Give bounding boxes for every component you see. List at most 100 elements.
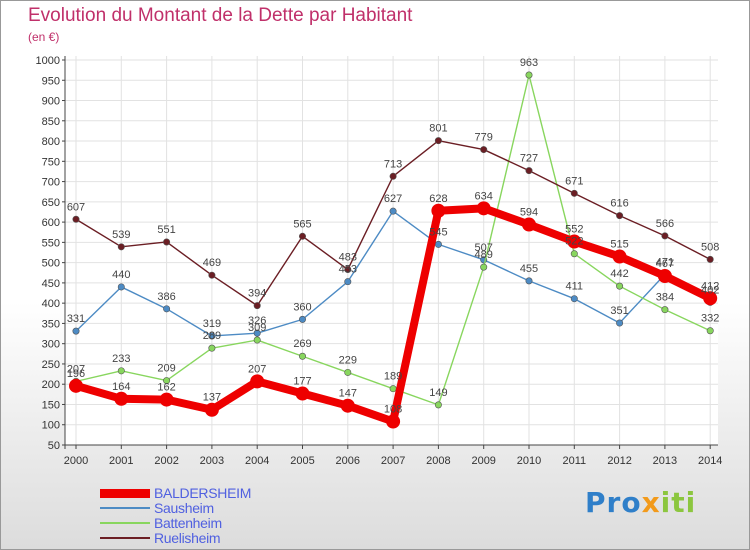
data-label-sausheim: 402 bbox=[701, 284, 719, 296]
data-label-battenheim: 269 bbox=[293, 338, 311, 350]
data-point-sausheim bbox=[163, 305, 171, 313]
y-tick-label: 200 bbox=[42, 379, 60, 391]
legend-label: Battenheim bbox=[154, 515, 222, 531]
data-label-ruelisheim: 565 bbox=[293, 218, 311, 230]
data-label-sausheim: 326 bbox=[248, 315, 266, 327]
data-point-battenheim bbox=[706, 327, 714, 335]
data-label-sausheim: 386 bbox=[157, 291, 175, 303]
y-tick-label: 650 bbox=[42, 197, 60, 209]
y-tick-label: 750 bbox=[42, 156, 60, 168]
data-point-sausheim bbox=[208, 332, 216, 340]
data-point-baldersheim bbox=[386, 414, 401, 429]
legend-label: BALDERSHEIM bbox=[154, 485, 252, 501]
data-label-ruelisheim: 727 bbox=[520, 153, 538, 165]
data-label-sausheim: 545 bbox=[429, 226, 447, 238]
y-tick-label: 400 bbox=[42, 298, 60, 310]
data-label-baldersheim: 137 bbox=[203, 392, 221, 404]
data-label-sausheim: 453 bbox=[339, 264, 357, 276]
data-label-baldersheim: 412 bbox=[701, 280, 719, 292]
chart-unit-label: (en €) bbox=[28, 30, 60, 44]
data-point-battenheim bbox=[480, 263, 488, 271]
data-point-ruelisheim bbox=[298, 232, 306, 240]
data-label-battenheim: 229 bbox=[339, 354, 357, 366]
data-label-battenheim: 309 bbox=[248, 322, 266, 334]
data-label-battenheim: 332 bbox=[701, 313, 719, 325]
y-tick-label: 550 bbox=[42, 237, 60, 249]
data-point-baldersheim bbox=[657, 269, 672, 284]
data-label-sausheim: 360 bbox=[293, 301, 311, 313]
data-label-battenheim: 384 bbox=[656, 292, 674, 304]
data-point-battenheim bbox=[117, 367, 125, 375]
data-label-battenheim: 963 bbox=[520, 57, 538, 69]
data-point-battenheim bbox=[570, 250, 578, 258]
x-tick-label: 2011 bbox=[562, 455, 586, 467]
data-point-ruelisheim bbox=[706, 255, 714, 263]
data-point-ruelisheim bbox=[117, 243, 125, 251]
data-label-sausheim: 455 bbox=[520, 263, 538, 275]
data-point-sausheim bbox=[389, 207, 397, 215]
data-point-ruelisheim bbox=[570, 189, 578, 197]
y-tick-label: 150 bbox=[42, 399, 60, 411]
data-point-baldersheim bbox=[114, 391, 129, 406]
y-tick-label: 100 bbox=[42, 420, 60, 432]
x-tick-label: 2009 bbox=[471, 455, 495, 467]
x-tick-label: 2001 bbox=[109, 455, 133, 467]
data-point-battenheim bbox=[434, 401, 442, 409]
data-label-baldersheim: 108 bbox=[384, 403, 402, 415]
x-tick-label: 2000 bbox=[64, 455, 88, 467]
data-label-ruelisheim: 616 bbox=[610, 198, 628, 210]
y-tick-label: 800 bbox=[42, 136, 60, 148]
legend-swatch bbox=[100, 488, 150, 498]
data-label-sausheim: 351 bbox=[610, 305, 628, 317]
data-label-battenheim: 207 bbox=[67, 363, 85, 375]
data-point-sausheim bbox=[253, 329, 261, 337]
data-point-sausheim bbox=[616, 319, 624, 327]
x-tick-label: 2007 bbox=[381, 455, 405, 467]
data-point-baldersheim bbox=[159, 392, 174, 407]
x-tick-label: 2002 bbox=[154, 455, 178, 467]
data-label-sausheim: 331 bbox=[67, 313, 85, 325]
data-label-ruelisheim: 539 bbox=[112, 229, 130, 241]
data-label-baldersheim: 207 bbox=[248, 363, 266, 375]
data-label-sausheim: 440 bbox=[112, 269, 130, 281]
y-tick-label: 300 bbox=[42, 339, 60, 351]
x-tick-label: 2003 bbox=[200, 455, 224, 467]
data-label-baldersheim: 177 bbox=[293, 376, 311, 388]
data-point-baldersheim bbox=[250, 374, 265, 389]
legend-swatch bbox=[100, 507, 150, 509]
data-label-baldersheim: 634 bbox=[475, 190, 493, 202]
data-point-sausheim bbox=[525, 277, 533, 285]
data-label-ruelisheim: 508 bbox=[701, 241, 719, 253]
data-label-ruelisheim: 551 bbox=[157, 224, 175, 236]
chart-title: Evolution du Montant de la Dette par Hab… bbox=[28, 5, 413, 26]
x-tick-label: 2014 bbox=[698, 455, 722, 467]
data-label-ruelisheim: 566 bbox=[656, 218, 674, 230]
data-label-baldersheim: 594 bbox=[520, 207, 538, 219]
data-label-battenheim: 189 bbox=[384, 371, 402, 383]
data-label-ruelisheim: 671 bbox=[565, 175, 583, 187]
x-tick-label: 2013 bbox=[653, 455, 677, 467]
data-point-ruelisheim bbox=[208, 271, 216, 279]
legend-swatch bbox=[100, 522, 150, 524]
data-point-battenheim bbox=[298, 352, 306, 360]
data-point-baldersheim bbox=[612, 249, 627, 264]
data-label-baldersheim: 162 bbox=[157, 382, 175, 394]
y-tick-label: 600 bbox=[42, 217, 60, 229]
data-point-battenheim bbox=[253, 336, 261, 344]
data-point-ruelisheim bbox=[616, 212, 624, 220]
data-point-ruelisheim bbox=[72, 215, 80, 223]
data-point-baldersheim bbox=[476, 201, 491, 216]
data-point-sausheim bbox=[298, 315, 306, 323]
data-point-baldersheim bbox=[431, 203, 446, 218]
data-point-baldersheim bbox=[567, 234, 582, 249]
data-label-ruelisheim: 801 bbox=[429, 123, 447, 135]
y-tick-label: 350 bbox=[42, 318, 60, 330]
x-tick-label: 2005 bbox=[290, 455, 314, 467]
data-label-baldersheim: 628 bbox=[429, 193, 447, 205]
legend-swatch bbox=[100, 537, 150, 539]
y-tick-label: 450 bbox=[42, 278, 60, 290]
data-label-ruelisheim: 483 bbox=[339, 252, 357, 264]
data-point-ruelisheim bbox=[661, 232, 669, 240]
data-point-ruelisheim bbox=[389, 172, 397, 180]
data-point-ruelisheim bbox=[253, 302, 261, 310]
